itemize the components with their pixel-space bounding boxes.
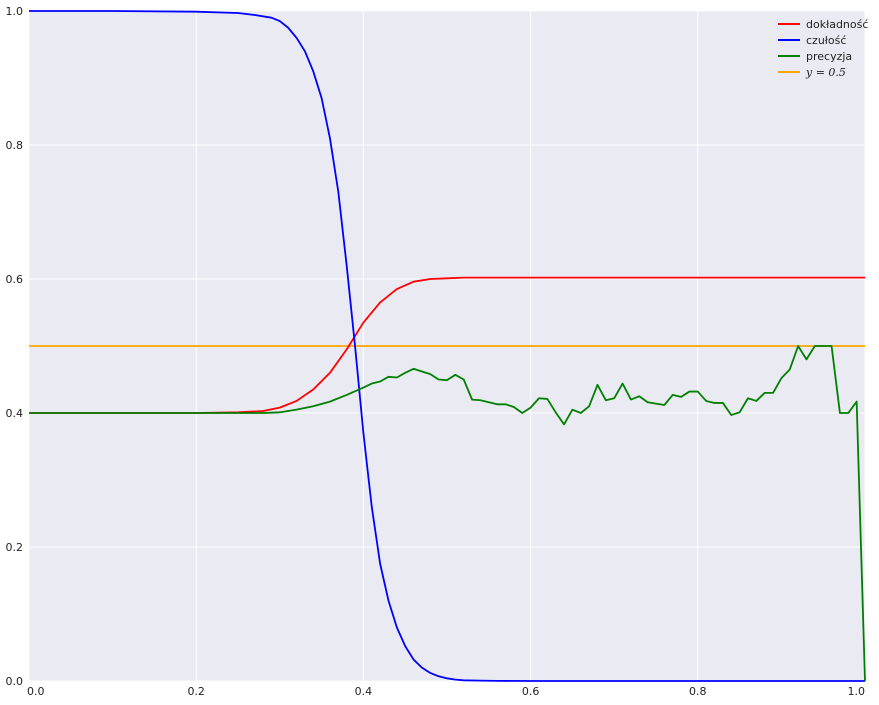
legend-entry-accuracy: dokładność — [778, 18, 868, 31]
y-tick-label: 1.0 — [6, 5, 24, 18]
y-tick-label: 0.8 — [6, 139, 24, 152]
series-line-recall — [29, 10, 865, 682]
legend: dokładność czułość precyzja y = 0.5 — [778, 18, 868, 79]
x-tick-label: 1.0 — [848, 685, 866, 698]
y-tick-label: 0.6 — [6, 273, 24, 286]
x-axis-ticks: 0.0 0.2 0.4 0.6 0.8 1.0 — [27, 685, 865, 698]
series-line-accuracy — [29, 276, 865, 414]
legend-label-recall: czułość — [806, 34, 846, 47]
y-tick-label: 0.2 — [6, 541, 24, 554]
legend-entry-precision: precyzja — [778, 50, 852, 63]
series-layer — [29, 10, 866, 682]
legend-entry-threshold: y = 0.5 — [778, 66, 846, 79]
y-tick-label: 0.0 — [6, 675, 24, 688]
x-tick-label: 0.6 — [522, 685, 540, 698]
legend-label-threshold: y = 0.5 — [805, 66, 846, 79]
series-line-precision — [29, 345, 866, 682]
x-tick-label: 0.0 — [27, 685, 45, 698]
legend-label-accuracy: dokładność — [806, 18, 868, 31]
x-tick-label: 0.2 — [187, 685, 205, 698]
y-axis-ticks: 0.0 0.2 0.4 0.6 0.8 1.0 — [6, 5, 24, 688]
legend-label-precision: precyzja — [806, 50, 852, 63]
x-tick-label: 0.4 — [355, 685, 373, 698]
legend-entry-recall: czułość — [778, 34, 846, 47]
y-tick-label: 0.4 — [6, 407, 24, 420]
x-tick-label: 0.8 — [689, 685, 707, 698]
